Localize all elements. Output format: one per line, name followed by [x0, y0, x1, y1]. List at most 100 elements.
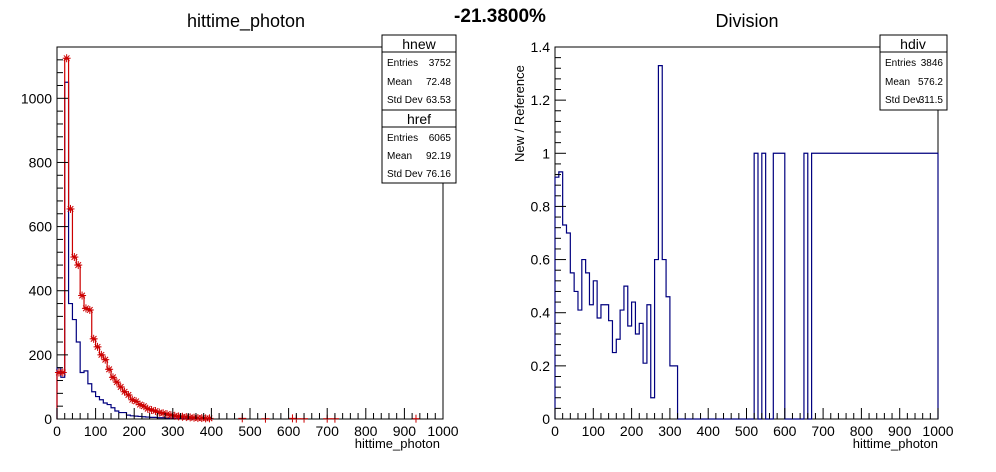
series-hdiv-line [554, 65, 939, 420]
stats-href-label: Mean [387, 151, 412, 162]
star-stroke [132, 398, 140, 405]
y-tick-label: 0 [44, 411, 52, 427]
stats-href-value: 76.16 [426, 169, 451, 180]
star-stroke [102, 356, 109, 363]
data-point-href [78, 291, 87, 300]
stats-href-label: Std Dev [387, 169, 423, 180]
star-stroke [59, 369, 66, 376]
stats-hdiv-title: hdiv [900, 36, 926, 52]
y-tick-label: 200 [29, 347, 53, 363]
right-y-axis-label: New / Reference [512, 65, 527, 162]
left-chart-title: hittime_photon [187, 11, 305, 32]
y-tick-label: 1.2 [531, 92, 551, 108]
star-stroke [67, 205, 74, 213]
stats-hnew-label: Std Dev [387, 95, 423, 106]
left-panel: hittime_photon 0 100 200 300 400 500 600 700 800… [21, 11, 459, 451]
stats-href-value: 6065 [429, 133, 452, 144]
stats-href-title: href [407, 111, 431, 127]
data-point-href [85, 305, 94, 314]
right-x-axis-label: hittime_photon [853, 436, 938, 451]
data-point-href [105, 365, 114, 374]
x-tick-label: 300 [658, 423, 682, 439]
star-stroke [94, 343, 101, 350]
star-stroke [117, 383, 124, 391]
data-point-href [205, 414, 214, 423]
x-tick-label: 700 [811, 423, 835, 439]
x-tick-label: 400 [200, 423, 224, 439]
data-point-href [70, 253, 79, 262]
data-point-href [74, 261, 83, 270]
x-tick-label: 0 [53, 423, 61, 439]
star-stroke [71, 253, 78, 261]
x-tick-label: 100 [84, 423, 108, 439]
stats-box-href: href Entries 6065 Mean 92.19 Std Dev 76.… [381, 109, 457, 184]
x-tick-label: 900 [888, 423, 912, 439]
x-tick-label: 200 [123, 423, 147, 439]
left-marks [54, 54, 420, 423]
y-tick-label: 0 [542, 411, 550, 427]
data-point-href [66, 204, 75, 213]
star-stroke [109, 374, 117, 381]
right-axes: 0 100 200 300 400 500 600 700 800 900 1000 0 0.2 0.4 0… [531, 39, 954, 439]
stats-hdiv-value: 311.5 [919, 95, 944, 106]
star-stroke [78, 292, 86, 299]
stats-box-hdiv: hdiv Entries 3846 Mean 576.2 Std Dev 311… [879, 34, 948, 111]
star-stroke [63, 55, 70, 62]
data-point-href [62, 54, 71, 63]
star-stroke [148, 406, 155, 414]
stats-box-hnew: hnew Entries 3752 Mean 72.48 Std Dev 63.… [381, 34, 457, 111]
x-tick-label: 200 [620, 423, 644, 439]
x-tick-label: 0 [551, 423, 559, 439]
star-stroke [125, 391, 132, 399]
stats-hdiv-label: Entries [885, 58, 916, 69]
x-tick-label: 1000 [427, 423, 458, 439]
data-point-href [97, 350, 106, 359]
y-tick-label: 0.2 [531, 358, 551, 374]
y-tick-label: 1.4 [531, 39, 551, 55]
data-point-href [89, 334, 98, 343]
x-tick-label: 600 [773, 423, 797, 439]
right-chart-title: Division [715, 11, 778, 31]
y-tick-label: 1000 [21, 90, 52, 106]
data-point-href [132, 397, 141, 406]
star-stroke [98, 351, 105, 359]
x-tick-label: 800 [850, 423, 874, 439]
data-point-href [116, 382, 125, 391]
data-point-href [112, 378, 121, 387]
x-tick-label: 800 [354, 423, 378, 439]
stats-hdiv-label: Std Dev [885, 95, 921, 106]
data-point-href [93, 342, 102, 351]
stats-href-value: 92.19 [426, 151, 451, 162]
data-point-href [108, 373, 117, 382]
x-tick-label: 600 [277, 423, 301, 439]
y-tick-label: 0.6 [531, 252, 551, 268]
y-tick-label: 0.8 [531, 198, 551, 214]
data-point-href [411, 414, 420, 423]
y-tick-label: 600 [29, 219, 53, 235]
stats-hdiv-value: 3846 [921, 58, 944, 69]
x-tick-label: 400 [697, 423, 721, 439]
star-stroke [82, 305, 90, 312]
x-tick-label: 700 [316, 423, 340, 439]
star-stroke [113, 378, 120, 386]
star-stroke [75, 261, 82, 269]
y-tick-label: 400 [29, 283, 53, 299]
data-point-href [124, 390, 133, 399]
star-stroke [90, 335, 97, 342]
series-hnew-line [56, 81, 212, 420]
stats-hnew-value: 63.53 [426, 95, 451, 106]
x-tick-label: 100 [582, 423, 606, 439]
x-tick-label: 900 [393, 423, 417, 439]
star-stroke [136, 401, 144, 408]
x-tick-label: 500 [735, 423, 759, 439]
stats-hnew-title: hnew [402, 36, 436, 52]
star-stroke [140, 403, 148, 410]
left-x-axis-label: hittime_photon [355, 436, 440, 451]
stats-hnew-value: 3752 [429, 58, 452, 69]
stats-href-label: Entries [387, 133, 418, 144]
right-marks [554, 65, 939, 420]
star-stroke [144, 405, 151, 412]
stats-hnew-label: Entries [387, 58, 418, 69]
data-point-href [120, 387, 129, 396]
